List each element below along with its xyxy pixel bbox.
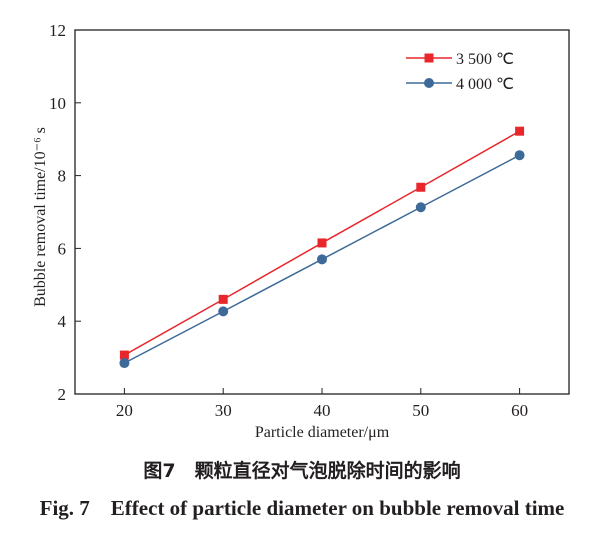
- legend-label: 4 000 ℃: [456, 76, 514, 93]
- y-tick-label: 10: [49, 94, 66, 113]
- y-tick-label: 6: [58, 239, 67, 258]
- data-point-square: [119, 350, 129, 360]
- x-tick-label: 30: [215, 401, 232, 420]
- y-tick-label: 4: [58, 312, 67, 331]
- x-tick-label: 20: [116, 401, 133, 420]
- data-point-square: [416, 182, 426, 192]
- caption-chinese: 图7 颗粒直径对气泡脱除时间的影响: [143, 460, 461, 482]
- data-point-square: [218, 294, 228, 304]
- data-point-circle: [415, 202, 426, 213]
- data-point-circle: [317, 254, 327, 265]
- y-tick-label: 8: [58, 167, 67, 186]
- x-tick-label: 50: [412, 401, 429, 420]
- y-axis-label: Bubble removal time/10⁻⁶ s: [32, 127, 49, 307]
- data-point-circle: [119, 358, 130, 369]
- data-point-square: [515, 126, 525, 136]
- legend-marker-square: [424, 53, 434, 63]
- line-chart: 20 30 40 50 60 2 4 6 8 10 12 Particle diameter/μm Bu…: [32, 21, 570, 441]
- data-point-circle: [218, 306, 229, 317]
- legend-label: 3 500 ℃: [456, 51, 514, 68]
- y-tick-label: 2: [58, 385, 67, 404]
- legend-marker-circle: [424, 78, 434, 88]
- data-point-square: [317, 238, 327, 248]
- caption-english: Fig. 7 Effect of particle diameter on bu…: [39, 496, 565, 520]
- x-tick-label: 40: [314, 401, 331, 420]
- y-tick-label: 12: [49, 21, 66, 40]
- data-point-circle: [514, 150, 525, 161]
- x-axis-label: Particle diameter/μm: [255, 424, 390, 441]
- x-tick-label: 60: [511, 401, 528, 420]
